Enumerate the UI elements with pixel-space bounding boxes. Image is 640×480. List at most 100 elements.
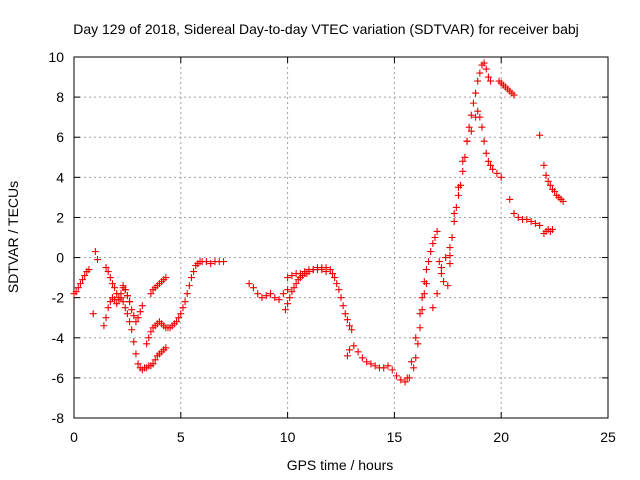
data-point — [123, 292, 131, 300]
data-point — [437, 264, 445, 272]
data-point — [132, 350, 140, 358]
data-point — [380, 364, 388, 372]
data-point — [119, 282, 127, 290]
data-point — [111, 284, 119, 292]
data-point — [476, 69, 484, 77]
y-tick-label: -6 — [52, 370, 65, 386]
data-point — [177, 310, 185, 318]
series-seg3 — [100, 294, 170, 374]
data-point — [128, 326, 136, 334]
y-tick-label: 2 — [56, 209, 64, 225]
plot-frame — [73, 56, 609, 419]
series-seg8 — [166, 258, 228, 332]
data-point — [484, 157, 492, 165]
data-point — [527, 217, 535, 225]
data-point — [91, 248, 99, 256]
data-point — [292, 280, 300, 288]
data-point — [403, 374, 411, 382]
data-point — [482, 149, 490, 157]
data-point — [318, 266, 326, 274]
data-point — [487, 77, 495, 85]
data-point — [106, 274, 114, 282]
data-point — [493, 169, 501, 177]
data-point — [435, 258, 443, 266]
data-point — [72, 288, 80, 296]
data-point — [202, 258, 210, 266]
data-point — [173, 318, 181, 326]
data-point — [85, 266, 93, 274]
series-seg10 — [281, 264, 356, 334]
data-point — [523, 215, 531, 223]
data-point — [433, 290, 441, 298]
data-point — [132, 318, 140, 326]
data-point — [454, 191, 462, 199]
data-point — [548, 225, 556, 233]
data-point — [354, 348, 362, 356]
series-seg4 — [102, 264, 134, 306]
series-seg2 — [89, 248, 101, 318]
series-seg15 — [446, 107, 505, 260]
data-point — [136, 308, 144, 316]
data-point — [104, 304, 112, 312]
data-point — [420, 290, 428, 298]
data-point — [81, 272, 89, 280]
data-point — [544, 177, 552, 185]
data-point — [123, 310, 131, 318]
data-point — [117, 290, 125, 298]
data-point — [467, 111, 475, 119]
data-point — [497, 173, 505, 181]
x-tick-label: 15 — [387, 429, 403, 445]
data-point — [147, 290, 155, 298]
data-point — [162, 274, 170, 282]
data-point — [489, 165, 497, 173]
data-point — [190, 268, 198, 276]
data-point — [134, 360, 142, 368]
data-point — [151, 356, 159, 364]
data-point — [121, 286, 129, 294]
data-point — [108, 280, 116, 288]
data-point — [465, 123, 473, 131]
series-seg18 — [536, 131, 544, 139]
data-point — [484, 73, 492, 81]
data-point — [126, 318, 134, 326]
y-tick-label: 4 — [56, 169, 64, 185]
data-point — [388, 366, 396, 374]
data-point — [427, 248, 435, 256]
data-point — [358, 354, 366, 362]
data-point — [271, 294, 279, 302]
data-point — [296, 270, 304, 278]
data-point — [128, 306, 136, 314]
data-point — [450, 217, 458, 225]
data-point — [100, 322, 108, 330]
data-point — [407, 358, 415, 366]
data-point — [459, 157, 467, 165]
data-point — [284, 300, 292, 308]
data-point — [510, 91, 518, 99]
data-point — [138, 302, 146, 310]
data-point — [446, 260, 454, 268]
data-point — [474, 107, 482, 115]
data-point — [425, 258, 433, 266]
data-point — [393, 372, 401, 380]
data-point — [551, 187, 559, 195]
data-point — [384, 362, 392, 370]
data-point — [179, 304, 187, 312]
series-seg16 — [495, 77, 518, 99]
data-point — [350, 342, 358, 350]
data-point — [348, 326, 356, 334]
data-points — [70, 59, 567, 386]
data-point — [506, 195, 514, 203]
data-point — [149, 360, 157, 368]
data-point — [115, 294, 123, 302]
data-point — [254, 290, 262, 298]
data-point — [448, 234, 456, 241]
data-point — [79, 276, 87, 284]
data-point — [181, 298, 189, 306]
data-point — [480, 59, 488, 67]
data-point — [371, 362, 379, 370]
data-point — [89, 310, 97, 318]
data-point — [335, 286, 343, 294]
data-point — [472, 89, 480, 97]
y-tick-label: 6 — [56, 129, 64, 145]
